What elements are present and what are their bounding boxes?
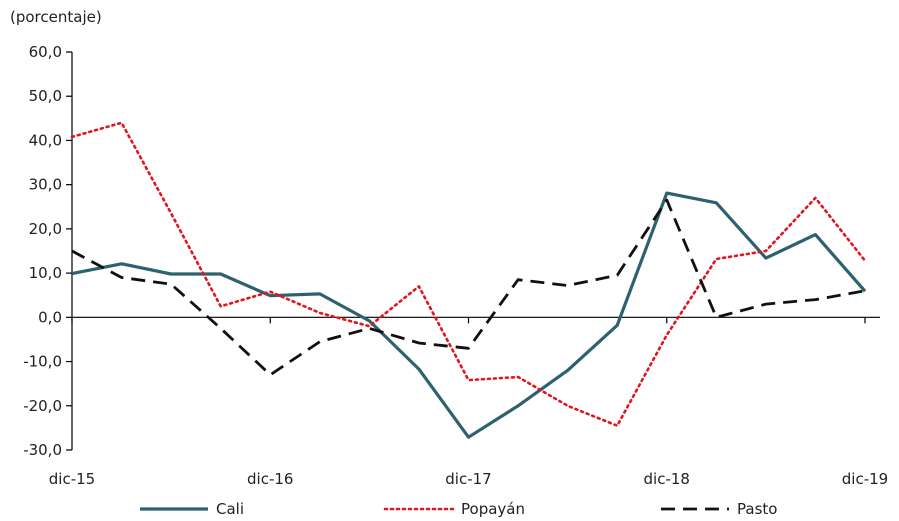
legend-label: Pasto <box>737 500 777 518</box>
y-tick-label: 10,0 <box>29 264 62 282</box>
axes: 60,0 50,0 40,0 30,0 20,0 10,0 0,0 -10,0 -20,0 -30… <box>23 43 888 488</box>
y-tick-label: 50,0 <box>29 87 62 105</box>
series-layer <box>70 121 867 439</box>
y-tick-label: 40,0 <box>29 131 62 149</box>
x-tick-label: dic-18 <box>644 470 690 488</box>
y-tick-label: -20,0 <box>23 397 62 415</box>
series-line-popay-n <box>70 121 867 428</box>
y-tick-label: -30,0 <box>23 441 62 459</box>
series-line-pasto <box>71 198 866 377</box>
x-tick-label: dic-15 <box>49 470 95 488</box>
x-tick-label: dic-19 <box>842 470 888 488</box>
y-tick-label: 30,0 <box>29 176 62 194</box>
legend: Cali Popayán Pasto <box>140 500 777 518</box>
legend-label: Popayán <box>461 500 525 518</box>
series-line-cali <box>71 191 867 439</box>
y-unit-label: (porcentaje) <box>10 8 102 26</box>
legend-label: Cali <box>216 500 244 518</box>
y-tick-label: 20,0 <box>29 220 62 238</box>
y-tick-label: 0,0 <box>38 308 62 326</box>
x-tick-label: dic-16 <box>247 470 293 488</box>
y-tick-label: -10,0 <box>23 353 62 371</box>
x-tick-label: dic-17 <box>445 470 491 488</box>
y-tick-label: 60,0 <box>29 43 62 61</box>
